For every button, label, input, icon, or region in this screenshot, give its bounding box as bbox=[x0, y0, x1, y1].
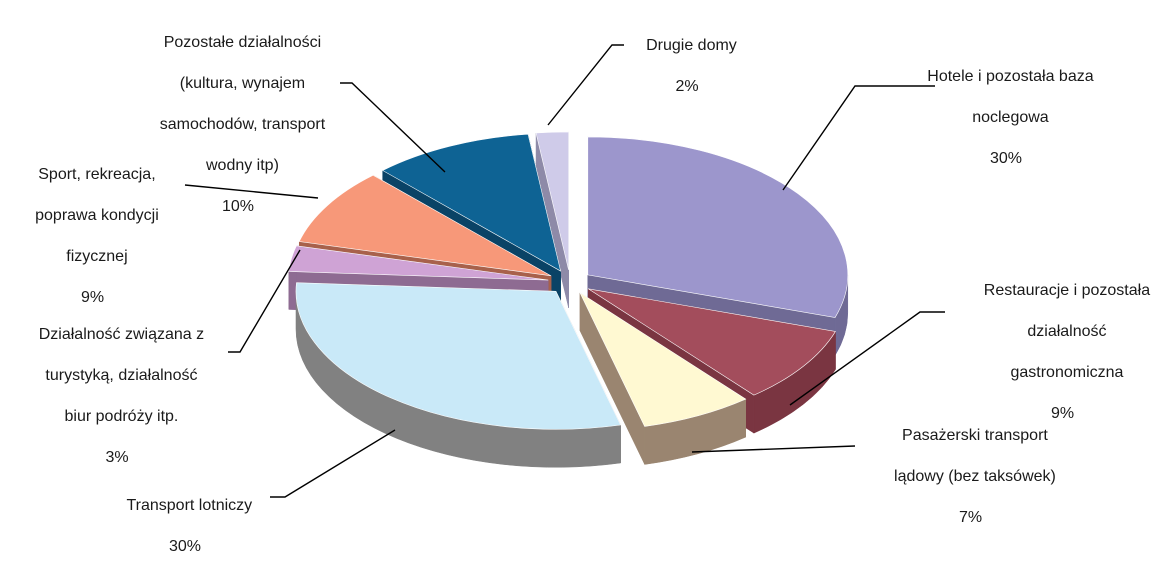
leader-line-hotele bbox=[782, 85, 935, 191]
slice-label-turystyka: Działalność związana z turystyką, działa… bbox=[2, 304, 232, 489]
leader-line-pozostale bbox=[340, 82, 446, 173]
leader-line-drugie-domy bbox=[547, 44, 624, 126]
slice-label-pozostale-line2: (kultura, wynajem bbox=[179, 74, 306, 92]
slice-label-drugie-domy: Drugie domy 2% bbox=[612, 15, 762, 118]
slice-label-restauracje-line1: Restauracje i pozostała bbox=[983, 281, 1151, 299]
slice-drugie-domy bbox=[535, 131, 569, 270]
slice-hotele bbox=[587, 136, 849, 318]
slice-label-pozostale-line1: Pozostałe działalności bbox=[163, 33, 322, 51]
leader-line-sport bbox=[184, 184, 319, 199]
slice-label-pozostale-line3: samochodów, transport bbox=[159, 115, 326, 133]
slice-value-turystyka: 3% bbox=[105, 448, 129, 466]
slice-value-pozostale: 10% bbox=[221, 197, 255, 215]
leader-line-turystyka bbox=[228, 249, 301, 353]
slice-label-hotele: Hotele i pozostała baza noclegowa 30% bbox=[861, 46, 1151, 190]
slice-value-drugie-domy: 2% bbox=[675, 77, 699, 95]
slice-pasazerski bbox=[579, 291, 747, 427]
slice-label-turystyka-line3: biur podróży itp. bbox=[64, 407, 179, 425]
slice-label-drugie-domy-line1: Drugie domy bbox=[646, 36, 737, 54]
slice-label-sport-line1: Sport, rekreacja, bbox=[38, 165, 156, 183]
slice-label-turystyka-line1: Działalność związana z bbox=[38, 325, 205, 343]
slice-label-sport: Sport, rekreacja, poprawa kondycji fizyc… bbox=[0, 144, 185, 329]
slice-restauracje bbox=[588, 288, 836, 396]
slice-label-sport-line2: poprawa kondycji bbox=[35, 206, 159, 224]
slice-value-sport: 9% bbox=[80, 288, 105, 306]
slice-pozostale bbox=[382, 133, 562, 272]
slice-label-pasazerski-line2: lądowy (bez taksówek) bbox=[894, 467, 1056, 485]
slice-label-pasazerski: Pasażerski transport lądowy (bez taksówe… bbox=[848, 405, 1093, 549]
slice-label-restauracje-line3: gastronomiczna bbox=[1010, 363, 1124, 381]
slice-label-hotele-line2: noclegowa bbox=[972, 108, 1049, 126]
pie-chart bbox=[184, 44, 945, 498]
slice-label-pozostale: Pozostałe działalności (kultura, wynajem… bbox=[118, 12, 358, 238]
slice-label-lotniczy: Transport lotniczy 30% bbox=[90, 475, 280, 578]
slice-label-restauracje: Restauracje i pozostała działalność gast… bbox=[940, 260, 1169, 445]
slice-label-turystyka-line2: turystyką, działalność bbox=[45, 366, 198, 384]
slice-label-pozostale-line4: wodny itp) bbox=[205, 156, 279, 174]
slice-label-pasazerski-line1: Pasażerski transport bbox=[902, 426, 1048, 444]
pie-tops bbox=[288, 131, 849, 430]
slice-value-lotniczy: 30% bbox=[168, 537, 202, 555]
slice-lotniczy bbox=[295, 282, 622, 430]
slice-value-pasazerski: 7% bbox=[958, 508, 983, 526]
slice-label-restauracje-line2: działalność bbox=[1027, 322, 1107, 340]
leader-line-restauracje bbox=[789, 311, 945, 406]
slice-label-lotniczy-line1: Transport lotniczy bbox=[126, 496, 253, 514]
slice-label-hotele-line1: Hotele i pozostała baza bbox=[927, 67, 1094, 85]
slice-turystyka bbox=[288, 245, 549, 281]
slice-label-sport-line3: fizycznej bbox=[66, 247, 128, 265]
leader-line-lotniczy bbox=[270, 429, 396, 498]
leader-lines bbox=[184, 44, 945, 498]
slice-sport bbox=[298, 174, 552, 277]
slice-value-restauracje: 9% bbox=[1050, 404, 1075, 422]
leader-line-pasazerski bbox=[691, 445, 856, 453]
slice-value-hotele: 30% bbox=[989, 149, 1023, 167]
